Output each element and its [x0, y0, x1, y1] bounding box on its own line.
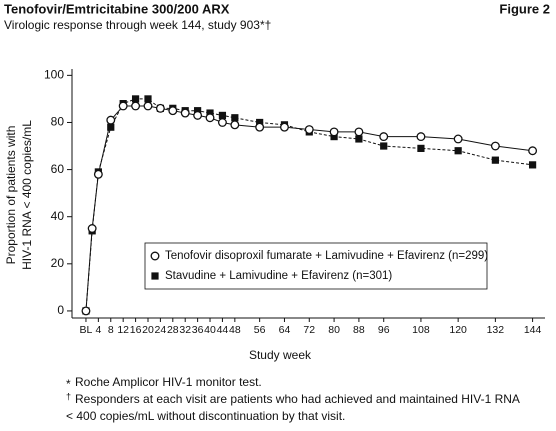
- data-point: [355, 135, 363, 143]
- data-point: [194, 107, 202, 115]
- y-axis-label: Proportion of patients with HIV-1 RNA < …: [4, 120, 34, 270]
- data-point: [255, 122, 265, 132]
- x-tick-label: 132: [487, 324, 505, 336]
- data-point: [379, 132, 389, 142]
- data-point: [354, 127, 364, 137]
- footnote-marker: *: [66, 377, 71, 391]
- data-point: [118, 101, 128, 111]
- y-tick-label: 60: [51, 162, 65, 176]
- chart-subtitle: Virologic response through week 144, stu…: [4, 18, 271, 32]
- x-tick-label: 96: [378, 324, 390, 336]
- data-point: [453, 134, 463, 144]
- data-point: [131, 101, 141, 111]
- x-tick-label: 72: [303, 324, 315, 336]
- x-tick-label: 120: [449, 324, 467, 336]
- x-tick-label: 108: [412, 324, 430, 336]
- data-point: [304, 125, 314, 134]
- data-point: [180, 108, 190, 118]
- chart-title: Tenofovir/Emtricitabine 300/200 ARX: [4, 1, 230, 16]
- data-point: [256, 118, 264, 127]
- x-tick-label: 56: [254, 324, 266, 336]
- data-point: [528, 161, 537, 169]
- data-point: [205, 113, 215, 123]
- x-tick-label: 48: [229, 324, 241, 336]
- x-tick-label: 32: [179, 324, 191, 336]
- data-point: [490, 141, 500, 151]
- data-point: [329, 127, 339, 137]
- legend-marker: [150, 251, 160, 261]
- y-tick-label: 80: [51, 115, 65, 129]
- data-point: [380, 142, 388, 150]
- data-point: [528, 146, 538, 156]
- x-axis-label: Study week: [249, 348, 312, 362]
- data-point: [280, 122, 289, 132]
- x-tick-label: 64: [279, 324, 291, 336]
- data-point: [87, 224, 97, 233]
- legend-marker: [151, 272, 159, 280]
- y-tick-label: 20: [51, 256, 65, 270]
- data-point: [107, 123, 115, 131]
- data-point: [491, 156, 499, 164]
- data-point: [106, 115, 116, 125]
- figure-label: Figure 2: [499, 1, 550, 16]
- legend: Tenofovir disoproxil fumarate + Lamivudi…: [144, 242, 488, 290]
- data-point: [231, 114, 239, 122]
- data-point: [230, 120, 240, 130]
- footnote-marker: †: [66, 391, 71, 401]
- x-tick-label: 12: [117, 324, 129, 336]
- y-axis-label-line: HIV-1 RNA < 400 copies/mL: [20, 120, 34, 270]
- x-tick-label: 88: [353, 324, 365, 336]
- series-line: [85, 98, 533, 311]
- x-tick-label: 40: [204, 324, 216, 336]
- x-tick-label: 28: [167, 324, 179, 336]
- x-tick-label: 8: [108, 324, 114, 336]
- data-point: [155, 103, 165, 113]
- legend-label: Tenofovir disoproxil fumarate + Lamivudi…: [165, 250, 488, 262]
- x-tick-label: BL: [80, 324, 93, 336]
- footnote-text: Roche Amplicor HIV-1 monitor test.: [75, 375, 262, 389]
- data-point: [144, 95, 152, 103]
- data-point: [193, 110, 203, 120]
- x-tick-label: 20: [142, 324, 154, 336]
- x-tick-label: 4: [95, 324, 101, 336]
- legend-box: [144, 242, 488, 290]
- x-tick-label: 80: [328, 324, 340, 336]
- footnote-text: Responders at each visit are patients wh…: [75, 392, 520, 406]
- x-tick-label: 44: [217, 324, 229, 336]
- data-point: [217, 118, 227, 127]
- data-point: [330, 133, 338, 141]
- y-tick-label: 40: [51, 209, 65, 223]
- x-tick-label: 16: [130, 324, 142, 336]
- data-point: [93, 169, 103, 179]
- footnote-text: < 400 copies/mL without discontinuation …: [66, 409, 345, 423]
- data-point: [131, 95, 140, 103]
- y-axis-label-line: Proportion of patients with: [4, 126, 18, 265]
- y-tick-label: 100: [44, 68, 64, 82]
- legend-label: Stavudine + Lamivudine + Efavirenz (n=30…: [165, 270, 392, 282]
- y-tick-label: 0: [57, 303, 64, 317]
- data-point: [206, 109, 214, 117]
- data-point: [143, 101, 153, 111]
- data-point: [168, 106, 178, 116]
- data-point: [81, 306, 91, 316]
- x-tick-label: 144: [524, 324, 542, 336]
- x-tick-label: 24: [155, 324, 167, 336]
- data-point: [417, 144, 425, 152]
- data-point: [454, 147, 462, 155]
- data-point: [218, 111, 227, 120]
- data-point: [416, 132, 426, 142]
- x-tick-label: 36: [192, 324, 204, 336]
